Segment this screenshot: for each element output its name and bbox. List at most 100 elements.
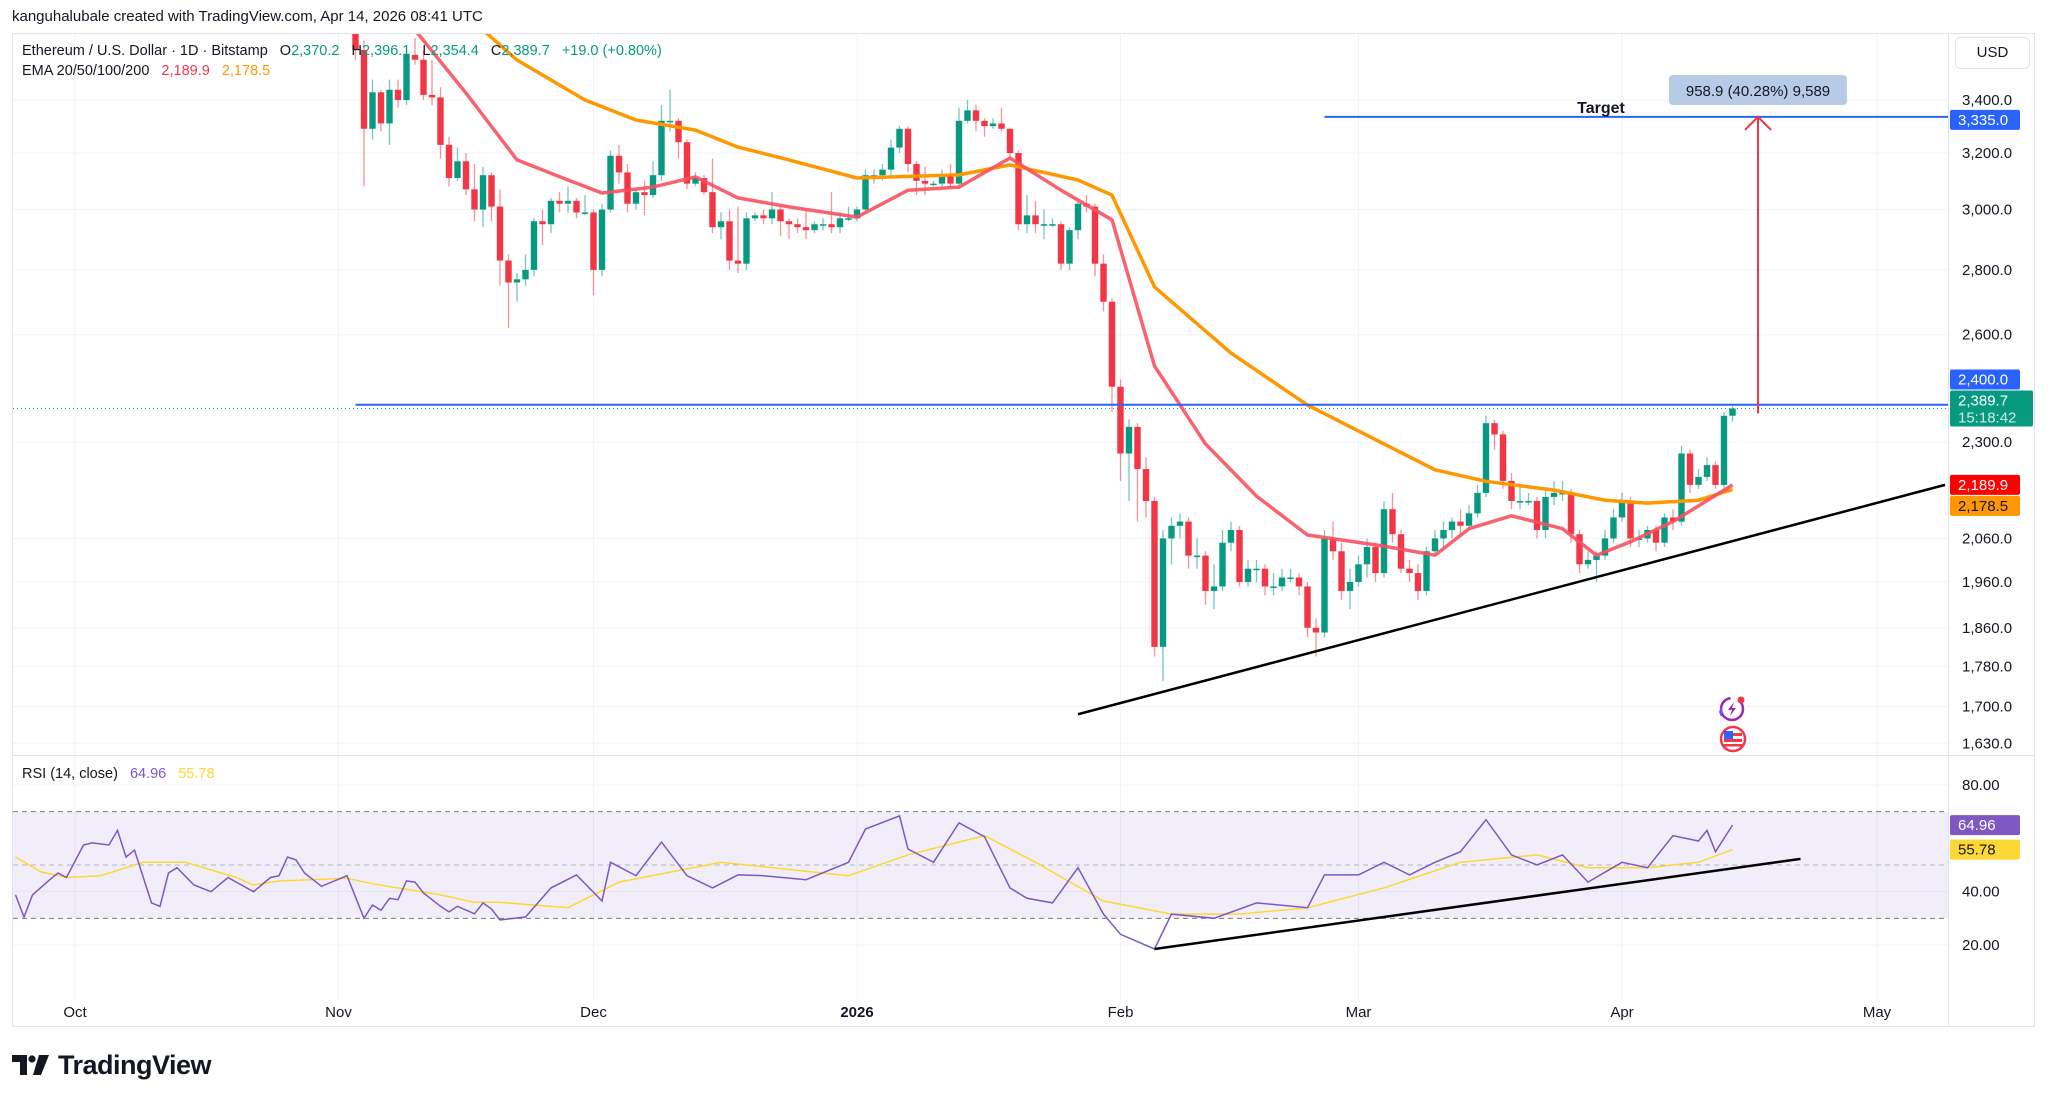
candle [1533,496,1541,539]
main-pane[interactable] [13,0,1948,682]
candle [1457,509,1464,535]
price-tick-label: 1,780.0 [1962,658,2012,675]
candle-body [692,178,699,184]
candle [981,118,988,137]
time-tick-label[interactable]: Mar [1346,1004,1372,1021]
rsi-legend[interactable]: RSI (14, close) 64.96 55.78 [22,766,215,782]
time-tick-label[interactable]: Oct [63,1004,87,1021]
candle-body [1210,586,1218,591]
lightning-icon[interactable] [1719,696,1745,722]
candle-body [1363,546,1371,565]
candle [547,197,555,234]
candle-body [1346,581,1354,591]
candle [488,172,495,222]
candle [1508,472,1515,510]
candle [1023,195,1031,234]
candle-body [386,89,393,124]
candle [1278,568,1286,591]
drawings[interactable]: Target 958.9 (40.28%) 9,589 [355,75,1949,951]
candle-body [1176,521,1184,526]
candle [1397,529,1405,574]
candle [1244,559,1252,587]
candle [1686,449,1694,493]
currency-button[interactable]: USD [1955,37,2030,69]
candle-body [811,224,818,231]
candle [556,192,563,213]
candle [887,139,895,176]
candle-body [1227,529,1235,543]
candle-body [1151,501,1158,647]
rsi-ma-line [15,834,1733,915]
time-tick-label[interactable]: Feb [1108,1004,1134,1021]
candle [590,209,597,296]
low-label: L [422,43,431,59]
candle-body [1491,423,1498,435]
rsi-pane[interactable] [14,814,1734,950]
candle [998,107,1005,132]
time-tick-label[interactable]: May [1863,1004,1892,1021]
last-price-badge: 2,389.715:18:42 [1950,390,2033,427]
candle-body [734,260,742,264]
candle [632,189,640,210]
symbol-legend[interactable]: Ethereum / U.S. Dollar · 1D · Bitstamp O… [22,43,662,59]
ema-legend[interactable]: EMA 20/50/100/200 2,189.9 2,178.5 [22,63,270,79]
time-tick-label[interactable]: Dec [580,1004,607,1021]
last-price-badge-text: 2,389.7 [1958,393,2008,410]
candle [1584,551,1592,569]
candle-body [726,221,733,261]
tradingview-logo[interactable]: TradingView [12,1050,212,1081]
candle [1108,298,1116,413]
candle [471,164,478,222]
candle [615,144,623,184]
candle-body [1074,203,1082,231]
candle [462,153,470,196]
candle [573,197,580,219]
ema-title[interactable]: EMA 20/50/100/200 [22,63,150,79]
candle-body [1482,423,1490,493]
candle-body [1652,529,1660,543]
price-axis[interactable]: 3,400.0 3,200.0 3,000.0 2,800.0 2,600.0 2,300… [1950,92,2033,954]
close-value: 2,389.7 [501,43,550,59]
candle-body [1584,559,1592,565]
candle-body [352,34,359,50]
candle [437,87,444,159]
time-tick-label[interactable]: Apr [1610,1004,1633,1021]
candle-body [1355,564,1362,582]
candle [1431,529,1439,556]
candle-body [896,128,903,148]
candle-body [479,175,487,210]
measure-arrowhead [1744,115,1772,131]
candle-body [564,200,572,204]
candle [1032,200,1039,234]
candle [802,209,810,240]
candle [658,105,665,181]
time-tick-label[interactable]: 2026 [840,1004,873,1021]
candle-body [904,128,912,165]
time-tick-label[interactable]: Nov [325,1004,352,1021]
candle [743,212,750,270]
target-price-badge-text: 3,335.0 [1958,112,2008,129]
candle-body [488,175,495,207]
rsi-title[interactable]: RSI (14, close) [22,766,118,782]
candle-body [1304,586,1311,628]
rsi-ma-badge-bg [1950,839,2020,860]
candle-body [1015,153,1022,225]
candle [1576,529,1583,574]
time-axis[interactable]: Oct Nov Dec 2026 Feb Mar Apr May [63,1004,1891,1021]
us-flag-icon[interactable] [1719,725,1747,753]
candle-body [1244,568,1252,582]
candle-body [998,123,1005,129]
candle-body [1533,501,1541,530]
candle-body [615,155,623,173]
symbol-title[interactable]: Ethereum / U.S. Dollar · 1D · Bitstamp [22,43,268,59]
candle-body [454,161,461,179]
candle-body [1057,224,1065,264]
candle-body [1312,627,1320,633]
candle [1168,517,1175,565]
candle [777,206,784,237]
candle-body [1499,434,1507,481]
candle-body [1023,215,1031,225]
candle [1287,568,1294,582]
candle [1091,203,1099,277]
